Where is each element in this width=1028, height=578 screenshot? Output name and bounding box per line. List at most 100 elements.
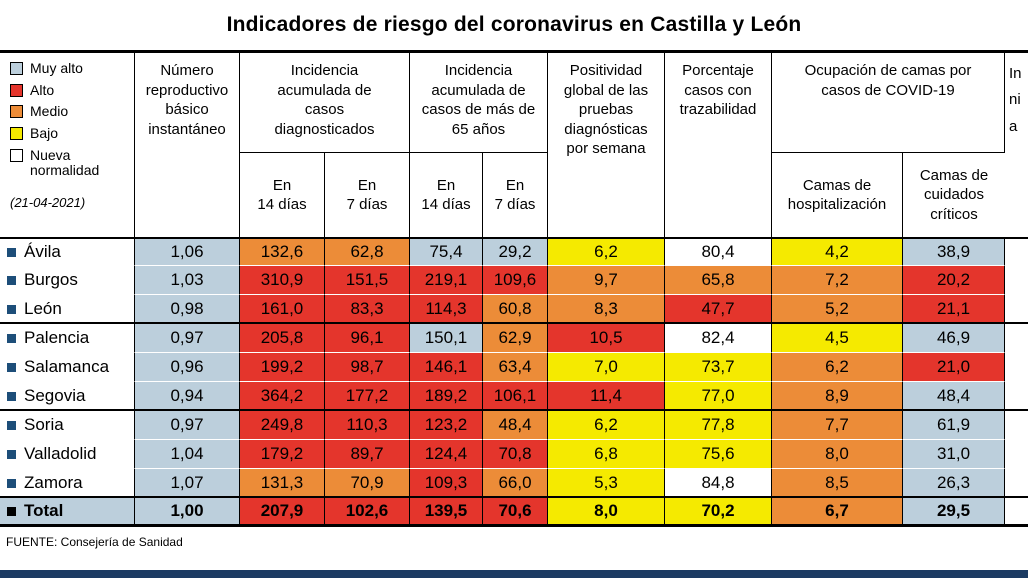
col-incidencia-diagnosticados: Incidencia acumulada de casos diagnostic… xyxy=(240,53,410,153)
value-cell: 310,9 xyxy=(240,266,325,295)
row-bullet-icon xyxy=(7,276,16,285)
value-cell: 1,07 xyxy=(135,469,240,498)
value-cell: 47,7 xyxy=(665,295,772,324)
col-diag-7-dias: En 7 días xyxy=(325,153,410,237)
col-reproductivo: Número reproductivo básico instantáneo xyxy=(135,53,240,237)
value-cell: 60,8 xyxy=(483,295,548,324)
value-cell: 161,0 xyxy=(240,295,325,324)
row-label: Palencia xyxy=(0,324,135,353)
table-row: Ávila 1,06 132,6 62,8 75,4 29,2 6,2 80,4 4,2 38,9 xyxy=(0,237,1028,266)
table-row: Soria 0,97 249,8 110,3 123,2 48,4 6,2 77,8 7,7 61… xyxy=(0,411,1028,440)
value-cell: 4,5 xyxy=(772,324,903,353)
value-cell: 7,7 xyxy=(772,411,903,440)
value-cell: 65,8 xyxy=(665,266,772,295)
header-row-sub: En 14 días En 7 días En 14 días En 7 día… xyxy=(0,153,1028,237)
col-ocupacion: Ocupación de camas por casos de COVID-19 xyxy=(772,53,1005,153)
value-cell: 75,6 xyxy=(665,440,772,469)
value-cell: 8,0 xyxy=(548,498,665,527)
legend-label: Nueva normalidad xyxy=(30,146,100,179)
value-cell: 124,4 xyxy=(410,440,483,469)
row-bullet-icon xyxy=(7,450,16,459)
value-cell: 96,1 xyxy=(325,324,410,353)
row-name: Ávila xyxy=(24,242,61,261)
value-cell: 5,2 xyxy=(772,295,903,324)
value-cell: 63,4 xyxy=(483,353,548,382)
col-diag-14-dias: En 14 días xyxy=(240,153,325,237)
row-label: Soria xyxy=(0,411,135,440)
row-label: Total xyxy=(0,498,135,527)
value-cell: 1,03 xyxy=(135,266,240,295)
table-row: León 0,98 161,0 83,3 114,3 60,8 8,3 47,7 5,2 21,1 xyxy=(0,295,1028,324)
row-bullet-icon xyxy=(7,478,16,488)
col-positividad-label: Positividad global de las pruebas diagnó… xyxy=(563,62,649,157)
value-cell: 82,4 xyxy=(665,324,772,353)
row-bullet-icon xyxy=(7,248,16,257)
row-name: León xyxy=(24,298,62,318)
value-cell: 6,2 xyxy=(548,411,665,440)
value-cell: 6,2 xyxy=(772,353,903,382)
row-label: León xyxy=(0,295,135,324)
legend-item: Muy alto xyxy=(10,60,130,77)
value-cell: 61,9 xyxy=(903,411,1005,440)
clipped-cell xyxy=(1005,237,1028,266)
header-row-main: Muy alto Alto Medio Bajo Nueva normalidad (2… xyxy=(0,53,1028,237)
row-name: Salamanca xyxy=(24,357,110,376)
nueva_normalidad-swatch-icon xyxy=(10,148,23,162)
row-name: Segovia xyxy=(24,385,86,405)
value-cell: 77,8 xyxy=(665,411,772,440)
value-cell: 106,1 xyxy=(483,382,548,411)
legend-item: Medio xyxy=(10,104,130,120)
row-label: Salamanca xyxy=(0,353,135,382)
value-cell: 205,8 xyxy=(240,324,325,353)
value-cell: 6,8 xyxy=(548,440,665,469)
value-cell: 31,0 xyxy=(903,440,1005,469)
value-cell: 1,06 xyxy=(135,237,240,266)
value-cell: 139,5 xyxy=(410,498,483,527)
row-name: Total xyxy=(24,501,64,520)
value-cell: 62,9 xyxy=(483,324,548,353)
value-cell: 199,2 xyxy=(240,353,325,382)
value-cell: 11,4 xyxy=(548,382,665,411)
clipped-cell xyxy=(1005,324,1028,353)
value-cell: 109,6 xyxy=(483,266,548,295)
clipped-cell xyxy=(1005,440,1028,469)
legend-label: Muy alto xyxy=(30,60,83,76)
value-cell: 109,3 xyxy=(410,469,483,498)
col-reproductivo-label: Número reproductivo básico instantáneo xyxy=(145,62,229,138)
col-65-14-dias: En 14 días xyxy=(410,153,483,237)
value-cell: 189,2 xyxy=(410,382,483,411)
row-bullet-icon xyxy=(7,334,16,343)
value-cell: 29,2 xyxy=(483,237,548,266)
muy_alto-swatch-icon xyxy=(10,62,23,75)
row-name: Valladolid xyxy=(24,444,97,463)
clipped-cell xyxy=(1005,266,1028,295)
legend-list: Muy alto Alto Medio Bajo Nueva normalidad xyxy=(10,60,130,179)
value-cell: 6,2 xyxy=(548,237,665,266)
value-cell: 10,5 xyxy=(548,324,665,353)
medio-swatch-icon xyxy=(10,105,23,119)
value-cell: 132,6 xyxy=(240,237,325,266)
col-camas-criticos-label: Camas de cuidados críticos xyxy=(919,166,989,223)
clipped-cell xyxy=(1005,411,1028,440)
clipped-cell xyxy=(1005,353,1028,382)
row-bullet-icon xyxy=(7,391,16,401)
value-cell: 21,1 xyxy=(903,295,1005,324)
value-cell: 179,2 xyxy=(240,440,325,469)
col-65-7-dias: En 7 días xyxy=(483,153,548,237)
value-cell: 364,2 xyxy=(240,382,325,411)
value-cell: 26,3 xyxy=(903,469,1005,498)
alto-swatch-icon xyxy=(10,83,23,97)
clipped-cell xyxy=(1005,295,1028,324)
row-bullet-icon xyxy=(7,363,16,372)
value-cell: 70,8 xyxy=(483,440,548,469)
value-cell: 38,9 xyxy=(903,237,1005,266)
col-trazabilidad: Porcentaje casos con trazabilidad xyxy=(665,53,772,237)
legend: Muy alto Alto Medio Bajo Nueva normalidad (2… xyxy=(0,53,135,237)
value-cell: 48,4 xyxy=(483,411,548,440)
clipped-cell xyxy=(1005,469,1028,498)
row-label: Zamora xyxy=(0,469,135,498)
value-cell: 21,0 xyxy=(903,353,1005,382)
value-cell: 177,2 xyxy=(325,382,410,411)
value-cell: 219,1 xyxy=(410,266,483,295)
value-cell: 207,9 xyxy=(240,498,325,527)
